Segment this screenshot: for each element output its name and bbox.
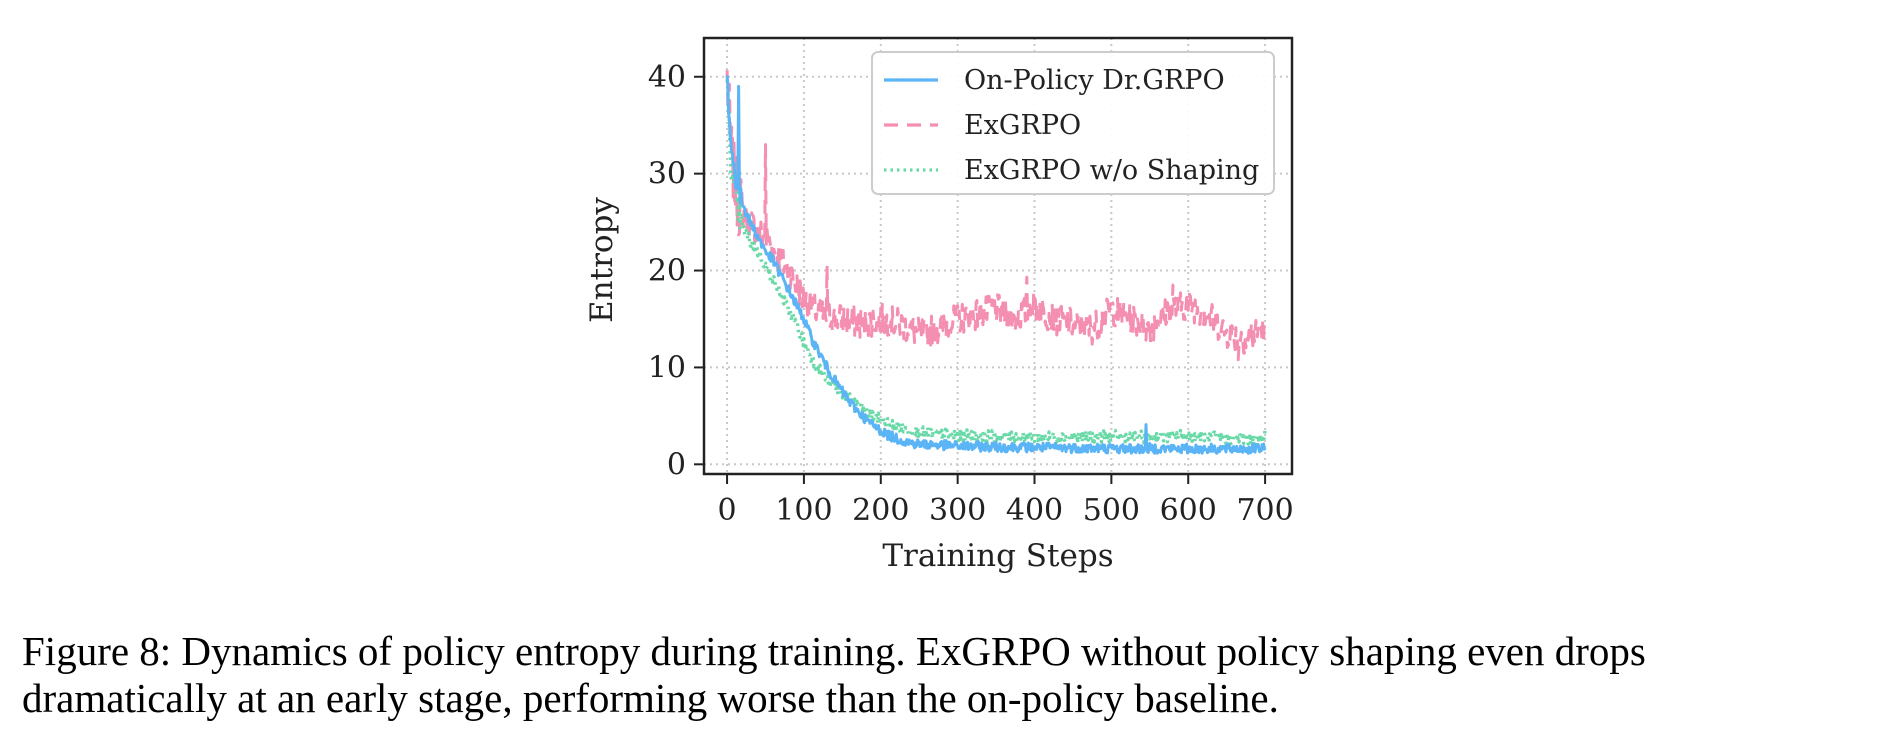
series-line-on-policy-dr-grpo [725,75,1267,455]
x-tick-label: 600 [1160,493,1217,528]
series-line-exgrpo-wo-shaping [725,79,1267,447]
x-axis-label: Training Steps [882,538,1113,574]
series-layer [725,70,1267,455]
y-tick-label: 20 [648,254,686,289]
entropy-chart: 0 100 200 300 400 500 600 700 0 10 20 30 40 Training… [584,36,1294,574]
y-tick-label: 10 [648,350,686,385]
plot-frame [702,36,1294,476]
x-tick-label: 400 [1006,493,1063,528]
y-tick-label: 40 [648,60,686,95]
y-tick-label: 0 [667,447,686,482]
y-axis-label: Entropy [584,197,620,323]
x-tick-label: 700 [1236,493,1293,528]
series-line-exgrpo [725,70,1266,362]
legend-label-exgrpo: ExGRPO [964,110,1081,141]
x-tick-label: 100 [775,493,832,528]
x-tick-label: 300 [929,493,986,528]
figure-caption: Figure 8: Dynamics of policy entropy dur… [22,628,1867,722]
legend: On-Policy Dr.GRPO ExGRPO ExGRPO w/o Shapin… [871,51,1275,195]
legend-label-on-policy-dr-grpo: On-Policy Dr.GRPO [964,65,1225,96]
x-tick-label: 0 [718,493,737,528]
x-tick-label: 200 [852,493,909,528]
caption-line-2: dramatically at an early stage, performi… [22,675,1279,721]
y-tick-label: 30 [648,157,686,192]
axis-ticks: 0 100 200 300 400 500 600 700 0 10 20 30 40 [648,60,1294,528]
caption-line-1: Figure 8: Dynamics of policy entropy dur… [22,628,1646,674]
x-tick-label: 500 [1083,493,1140,528]
legend-box [871,51,1275,195]
legend-label-exgrpo-wo-shaping: ExGRPO w/o Shaping [964,155,1259,186]
